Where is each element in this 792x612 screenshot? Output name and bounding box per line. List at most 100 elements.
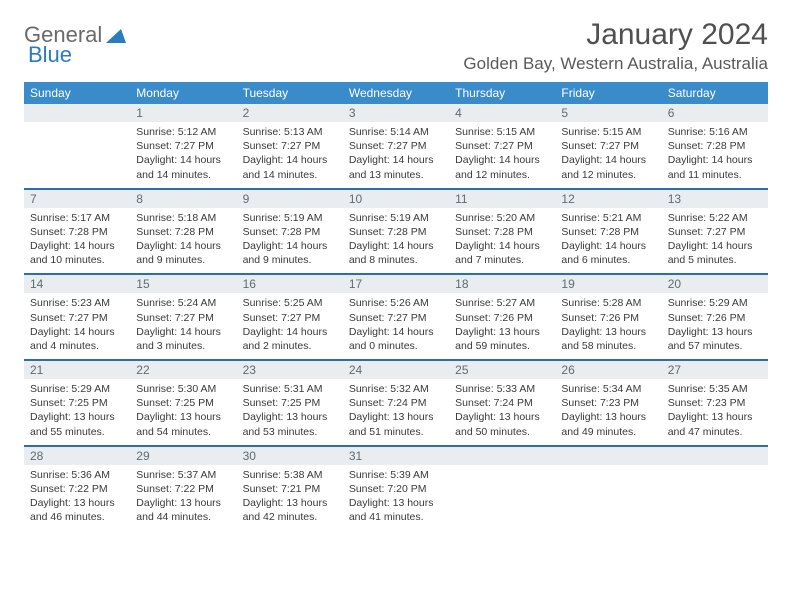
- sunrise-line: Sunrise: 5:20 AM: [455, 211, 549, 225]
- sunset-line: Sunset: 7:27 PM: [349, 311, 443, 325]
- day-body: Sunrise: 5:35 AMSunset: 7:23 PMDaylight:…: [662, 379, 768, 445]
- sunrise-line: Sunrise: 5:30 AM: [136, 382, 230, 396]
- daylight-line: Daylight: 14 hours and 6 minutes.: [561, 239, 655, 267]
- calendar: SundayMondayTuesdayWednesdayThursdayFrid…: [24, 82, 768, 530]
- day-cell: 5Sunrise: 5:15 AMSunset: 7:27 PMDaylight…: [555, 104, 661, 188]
- daylight-line: Daylight: 14 hours and 12 minutes.: [455, 153, 549, 181]
- day-cell: 17Sunrise: 5:26 AMSunset: 7:27 PMDayligh…: [343, 275, 449, 359]
- day-cell: 31Sunrise: 5:39 AMSunset: 7:20 PMDayligh…: [343, 447, 449, 531]
- day-cell: [662, 447, 768, 531]
- day-cell: 28Sunrise: 5:36 AMSunset: 7:22 PMDayligh…: [24, 447, 130, 531]
- daylight-line: Daylight: 13 hours and 55 minutes.: [30, 410, 124, 438]
- day-number: 30: [237, 447, 343, 465]
- day-cell: 19Sunrise: 5:28 AMSunset: 7:26 PMDayligh…: [555, 275, 661, 359]
- sunset-line: Sunset: 7:28 PM: [455, 225, 549, 239]
- page-header: General January 2024 Golden Bay, Western…: [24, 18, 768, 74]
- sunrise-line: Sunrise: 5:33 AM: [455, 382, 549, 396]
- day-number: 13: [662, 190, 768, 208]
- sunset-line: Sunset: 7:20 PM: [349, 482, 443, 496]
- week-row: 21Sunrise: 5:29 AMSunset: 7:25 PMDayligh…: [24, 361, 768, 447]
- day-number: 19: [555, 275, 661, 293]
- day-number: 5: [555, 104, 661, 122]
- day-number: 21: [24, 361, 130, 379]
- day-number: 24: [343, 361, 449, 379]
- day-cell: 2Sunrise: 5:13 AMSunset: 7:27 PMDaylight…: [237, 104, 343, 188]
- daylight-line: Daylight: 14 hours and 9 minutes.: [136, 239, 230, 267]
- day-number: 1: [130, 104, 236, 122]
- sunrise-line: Sunrise: 5:35 AM: [668, 382, 762, 396]
- day-number: 7: [24, 190, 130, 208]
- day-number: [555, 447, 661, 465]
- daylight-line: Daylight: 13 hours and 46 minutes.: [30, 496, 124, 524]
- sunrise-line: Sunrise: 5:34 AM: [561, 382, 655, 396]
- day-body: Sunrise: 5:17 AMSunset: 7:28 PMDaylight:…: [24, 208, 130, 274]
- day-cell: 30Sunrise: 5:38 AMSunset: 7:21 PMDayligh…: [237, 447, 343, 531]
- sunrise-line: Sunrise: 5:25 AM: [243, 296, 337, 310]
- day-number: [24, 104, 130, 122]
- day-cell: 22Sunrise: 5:30 AMSunset: 7:25 PMDayligh…: [130, 361, 236, 445]
- sunrise-line: Sunrise: 5:14 AM: [349, 125, 443, 139]
- day-body: [555, 465, 661, 525]
- month-title: January 2024: [463, 18, 768, 52]
- week-row: 1Sunrise: 5:12 AMSunset: 7:27 PMDaylight…: [24, 104, 768, 190]
- sunset-line: Sunset: 7:28 PM: [30, 225, 124, 239]
- day-body: Sunrise: 5:29 AMSunset: 7:25 PMDaylight:…: [24, 379, 130, 445]
- daylight-line: Daylight: 14 hours and 13 minutes.: [349, 153, 443, 181]
- day-body: Sunrise: 5:39 AMSunset: 7:20 PMDaylight:…: [343, 465, 449, 531]
- sunset-line: Sunset: 7:28 PM: [136, 225, 230, 239]
- day-cell: 25Sunrise: 5:33 AMSunset: 7:24 PMDayligh…: [449, 361, 555, 445]
- day-number: 8: [130, 190, 236, 208]
- sunrise-line: Sunrise: 5:39 AM: [349, 468, 443, 482]
- day-body: Sunrise: 5:26 AMSunset: 7:27 PMDaylight:…: [343, 293, 449, 359]
- day-number: 11: [449, 190, 555, 208]
- day-header-row: SundayMondayTuesdayWednesdayThursdayFrid…: [24, 82, 768, 104]
- day-cell: 14Sunrise: 5:23 AMSunset: 7:27 PMDayligh…: [24, 275, 130, 359]
- daylight-line: Daylight: 13 hours and 59 minutes.: [455, 325, 549, 353]
- day-cell: 26Sunrise: 5:34 AMSunset: 7:23 PMDayligh…: [555, 361, 661, 445]
- day-cell: [449, 447, 555, 531]
- sunset-line: Sunset: 7:22 PM: [30, 482, 124, 496]
- sunset-line: Sunset: 7:28 PM: [243, 225, 337, 239]
- day-header-cell: Thursday: [449, 82, 555, 104]
- day-number: 31: [343, 447, 449, 465]
- week-row: 28Sunrise: 5:36 AMSunset: 7:22 PMDayligh…: [24, 447, 768, 531]
- daylight-line: Daylight: 14 hours and 7 minutes.: [455, 239, 549, 267]
- sunset-line: Sunset: 7:22 PM: [136, 482, 230, 496]
- sunrise-line: Sunrise: 5:29 AM: [30, 382, 124, 396]
- day-number: 3: [343, 104, 449, 122]
- day-body: Sunrise: 5:33 AMSunset: 7:24 PMDaylight:…: [449, 379, 555, 445]
- logo-triangle-icon: [106, 27, 126, 43]
- sunrise-line: Sunrise: 5:16 AM: [668, 125, 762, 139]
- sunrise-line: Sunrise: 5:13 AM: [243, 125, 337, 139]
- daylight-line: Daylight: 13 hours and 44 minutes.: [136, 496, 230, 524]
- sunset-line: Sunset: 7:25 PM: [243, 396, 337, 410]
- day-cell: 13Sunrise: 5:22 AMSunset: 7:27 PMDayligh…: [662, 190, 768, 274]
- day-body: Sunrise: 5:19 AMSunset: 7:28 PMDaylight:…: [237, 208, 343, 274]
- day-body: Sunrise: 5:29 AMSunset: 7:26 PMDaylight:…: [662, 293, 768, 359]
- daylight-line: Daylight: 13 hours and 58 minutes.: [561, 325, 655, 353]
- day-body: Sunrise: 5:32 AMSunset: 7:24 PMDaylight:…: [343, 379, 449, 445]
- location-text: Golden Bay, Western Australia, Australia: [463, 54, 768, 74]
- daylight-line: Daylight: 13 hours and 49 minutes.: [561, 410, 655, 438]
- daylight-line: Daylight: 14 hours and 11 minutes.: [668, 153, 762, 181]
- sunrise-line: Sunrise: 5:37 AM: [136, 468, 230, 482]
- daylight-line: Daylight: 14 hours and 14 minutes.: [243, 153, 337, 181]
- daylight-line: Daylight: 14 hours and 0 minutes.: [349, 325, 443, 353]
- day-cell: 29Sunrise: 5:37 AMSunset: 7:22 PMDayligh…: [130, 447, 236, 531]
- day-body: Sunrise: 5:25 AMSunset: 7:27 PMDaylight:…: [237, 293, 343, 359]
- day-number: 18: [449, 275, 555, 293]
- day-body: Sunrise: 5:28 AMSunset: 7:26 PMDaylight:…: [555, 293, 661, 359]
- sunrise-line: Sunrise: 5:36 AM: [30, 468, 124, 482]
- week-row: 7Sunrise: 5:17 AMSunset: 7:28 PMDaylight…: [24, 190, 768, 276]
- day-cell: [555, 447, 661, 531]
- day-cell: 24Sunrise: 5:32 AMSunset: 7:24 PMDayligh…: [343, 361, 449, 445]
- day-number: 16: [237, 275, 343, 293]
- week-row: 14Sunrise: 5:23 AMSunset: 7:27 PMDayligh…: [24, 275, 768, 361]
- daylight-line: Daylight: 14 hours and 2 minutes.: [243, 325, 337, 353]
- daylight-line: Daylight: 14 hours and 10 minutes.: [30, 239, 124, 267]
- day-cell: 11 Sunrise: 5:20 AMSunset: 7:28 PMDayligh…: [449, 190, 555, 274]
- day-cell: 3Sunrise: 5:14 AMSunset: 7:27 PMDaylight…: [343, 104, 449, 188]
- daylight-line: Daylight: 14 hours and 4 minutes.: [30, 325, 124, 353]
- day-body: Sunrise: 5:15 AMSunset: 7:27 PMDaylight:…: [555, 122, 661, 188]
- day-number: 27: [662, 361, 768, 379]
